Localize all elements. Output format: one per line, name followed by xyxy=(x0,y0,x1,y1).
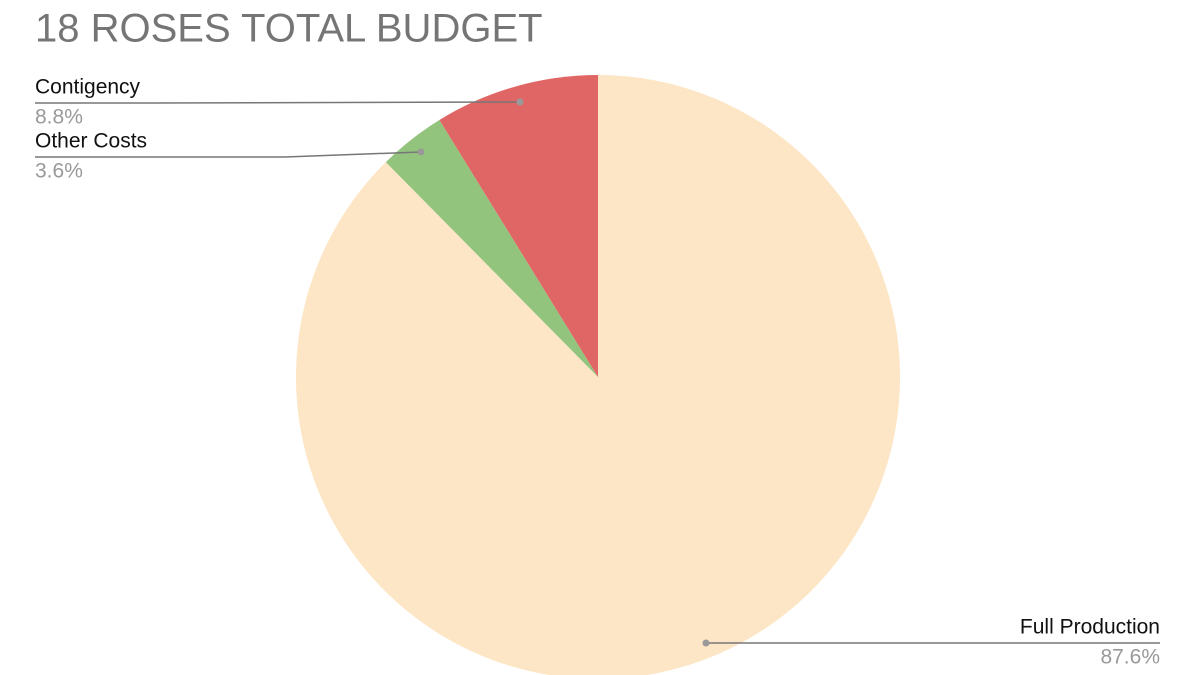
chart-title: 18 ROSES TOTAL BUDGET xyxy=(35,7,543,51)
pie-slice xyxy=(439,75,598,377)
slice-label: Full Production xyxy=(1020,616,1160,639)
slice-percent: 87.6% xyxy=(1100,646,1160,669)
leader-line xyxy=(35,151,422,158)
pie-slice xyxy=(296,75,900,675)
leader-dot xyxy=(702,639,710,647)
slice-label: Other Costs xyxy=(35,130,147,153)
leader-dot xyxy=(516,98,524,106)
leader-line xyxy=(35,101,521,104)
slice-percent: 3.6% xyxy=(35,160,83,183)
slice-label: Contigency xyxy=(35,76,141,99)
pie-slice xyxy=(385,119,598,377)
slice-percent: 8.8% xyxy=(35,106,83,129)
leader-dot xyxy=(417,148,425,156)
